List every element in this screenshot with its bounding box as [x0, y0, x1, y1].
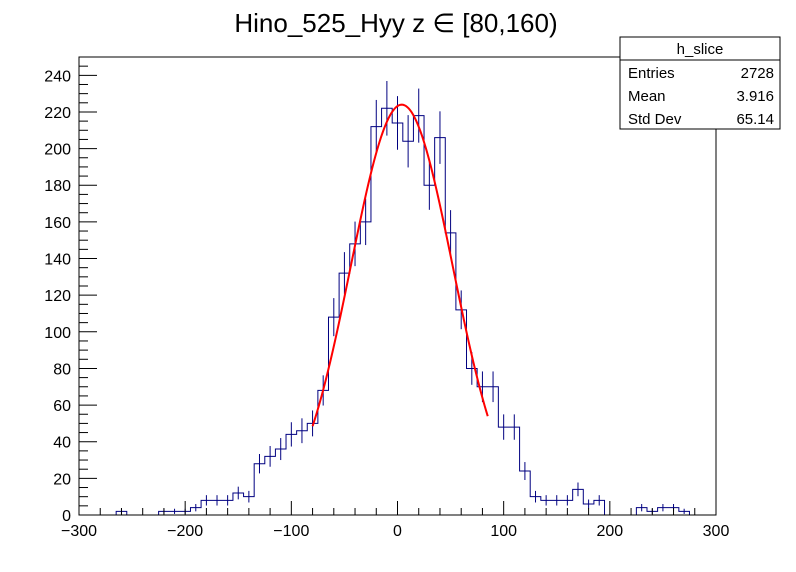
y-tick-label: 0 — [62, 508, 71, 525]
x-tick-label: 300 — [703, 523, 730, 540]
x-tick-label: 200 — [596, 523, 623, 540]
stats-stddev-label: Std Dev — [628, 111, 682, 128]
stats-mean-label: Mean — [628, 88, 666, 105]
stats-mean-value: 3.916 — [736, 88, 774, 105]
x-tick-label: −300 — [61, 523, 97, 540]
stats-box-frame — [619, 36, 781, 130]
y-tick-label: 200 — [44, 142, 71, 159]
y-tick-label: 140 — [44, 252, 71, 269]
y-tick-label: 40 — [53, 435, 71, 452]
y-tick-label: 180 — [44, 178, 71, 195]
stats-entries-label: Entries — [628, 65, 675, 82]
stats-box-name: h_slice — [677, 41, 724, 58]
y-tick-label: 220 — [44, 105, 71, 122]
y-tick-label: 120 — [44, 288, 71, 305]
chart-title: Hino_525_Hyy z ∈ [80,160) — [234, 8, 557, 38]
y-tick-label: 60 — [53, 398, 71, 415]
y-tick-label: 20 — [53, 471, 71, 488]
y-tick-label: 100 — [44, 325, 71, 342]
x-tick-label: 100 — [490, 523, 517, 540]
plot-area: −300 −200 −100 0 100 200 300 0 20 40 60 80 100 120 140… — [44, 56, 730, 540]
y-tick-label: 240 — [44, 68, 71, 85]
fit-curve — [311, 103, 489, 427]
histogram-outline — [115, 107, 701, 516]
stats-entries-value: 2728 — [741, 65, 774, 82]
y-tick-label: 80 — [53, 361, 71, 378]
stats-box: h_slice Entries 2728 Mean 3.916 Std Dev … — [619, 36, 781, 130]
y-tick-label: 160 — [44, 215, 71, 232]
x-tick-label: 0 — [393, 523, 402, 540]
x-tick-label: −100 — [273, 523, 309, 540]
stats-stddev-value: 65.14 — [736, 111, 774, 128]
x-tick-label: −200 — [167, 523, 203, 540]
